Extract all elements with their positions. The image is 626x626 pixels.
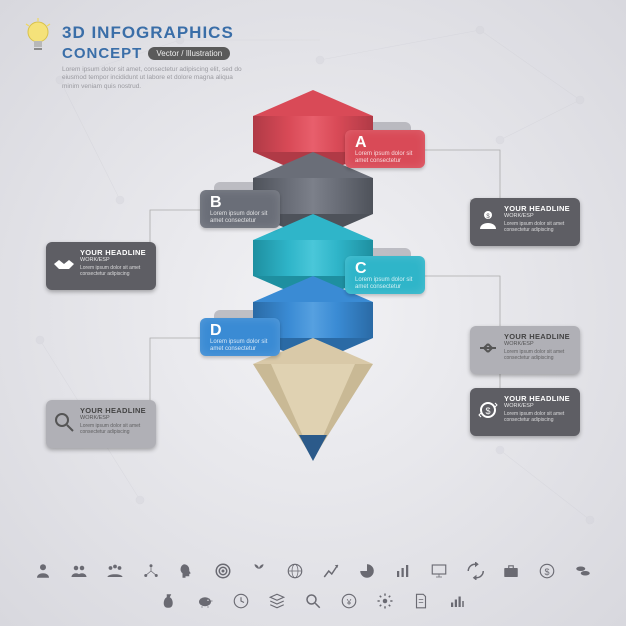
money-spin-icon: $ [476, 398, 500, 422]
stack-icon [268, 592, 286, 610]
team-icon [106, 562, 124, 580]
money-person-icon: $ [476, 208, 500, 232]
handshake-icon [52, 252, 76, 276]
search-icon [52, 410, 76, 434]
bars-icon [448, 592, 466, 610]
doc-icon [412, 592, 430, 610]
pencil-wood [253, 338, 373, 459]
arrows-icon [476, 336, 500, 360]
person-icon [34, 562, 52, 580]
svg-text:$: $ [544, 567, 549, 577]
dollar-icon: $ [538, 562, 556, 580]
callout-1: $ YOUR HEADLINEWORK/ESPLorem ipsum dolor… [470, 198, 580, 246]
callout-2: YOUR HEADLINEWORK/ESPLorem ipsum dolor s… [46, 242, 156, 290]
yen-icon: ¥ [340, 592, 358, 610]
icon-row: $ ¥ [0, 562, 626, 610]
network-icon [142, 562, 160, 580]
zoom-icon [304, 592, 322, 610]
tab-a: ALorem ipsum dolor sit amet consectetur [345, 130, 425, 168]
chart-up-icon [322, 562, 340, 580]
target-icon [214, 562, 232, 580]
pencil-tip [299, 435, 327, 461]
callout-3: YOUR HEADLINEWORK/ESPLorem ipsum dolor s… [470, 326, 580, 374]
callout-4: $ YOUR HEADLINEWORK/ESPLorem ipsum dolor… [470, 388, 580, 436]
pie-icon [358, 562, 376, 580]
tab-b: BLorem ipsum dolor sit amet consectetur [200, 190, 280, 228]
head-icon [178, 562, 196, 580]
tab-c: CLorem ipsum dolor sit amet consectetur [345, 256, 425, 294]
plant-icon [250, 562, 268, 580]
gear-icon [376, 592, 394, 610]
piggy-icon [196, 592, 214, 610]
svg-text:¥: ¥ [346, 598, 352, 607]
svg-text:$: $ [485, 406, 490, 416]
globe-icon [286, 562, 304, 580]
coins-icon [574, 562, 592, 580]
tab-d: DLorem ipsum dolor sit amet consectetur [200, 318, 280, 356]
clock-icon [232, 592, 250, 610]
arrow-cycle-icon [466, 562, 484, 580]
money-bag-icon [160, 592, 178, 610]
graph-icon [394, 562, 412, 580]
group-icon [70, 562, 88, 580]
presentation-icon [430, 562, 448, 580]
callout-5: YOUR HEADLINEWORK/ESPLorem ipsum dolor s… [46, 400, 156, 448]
briefcase-icon [502, 562, 520, 580]
